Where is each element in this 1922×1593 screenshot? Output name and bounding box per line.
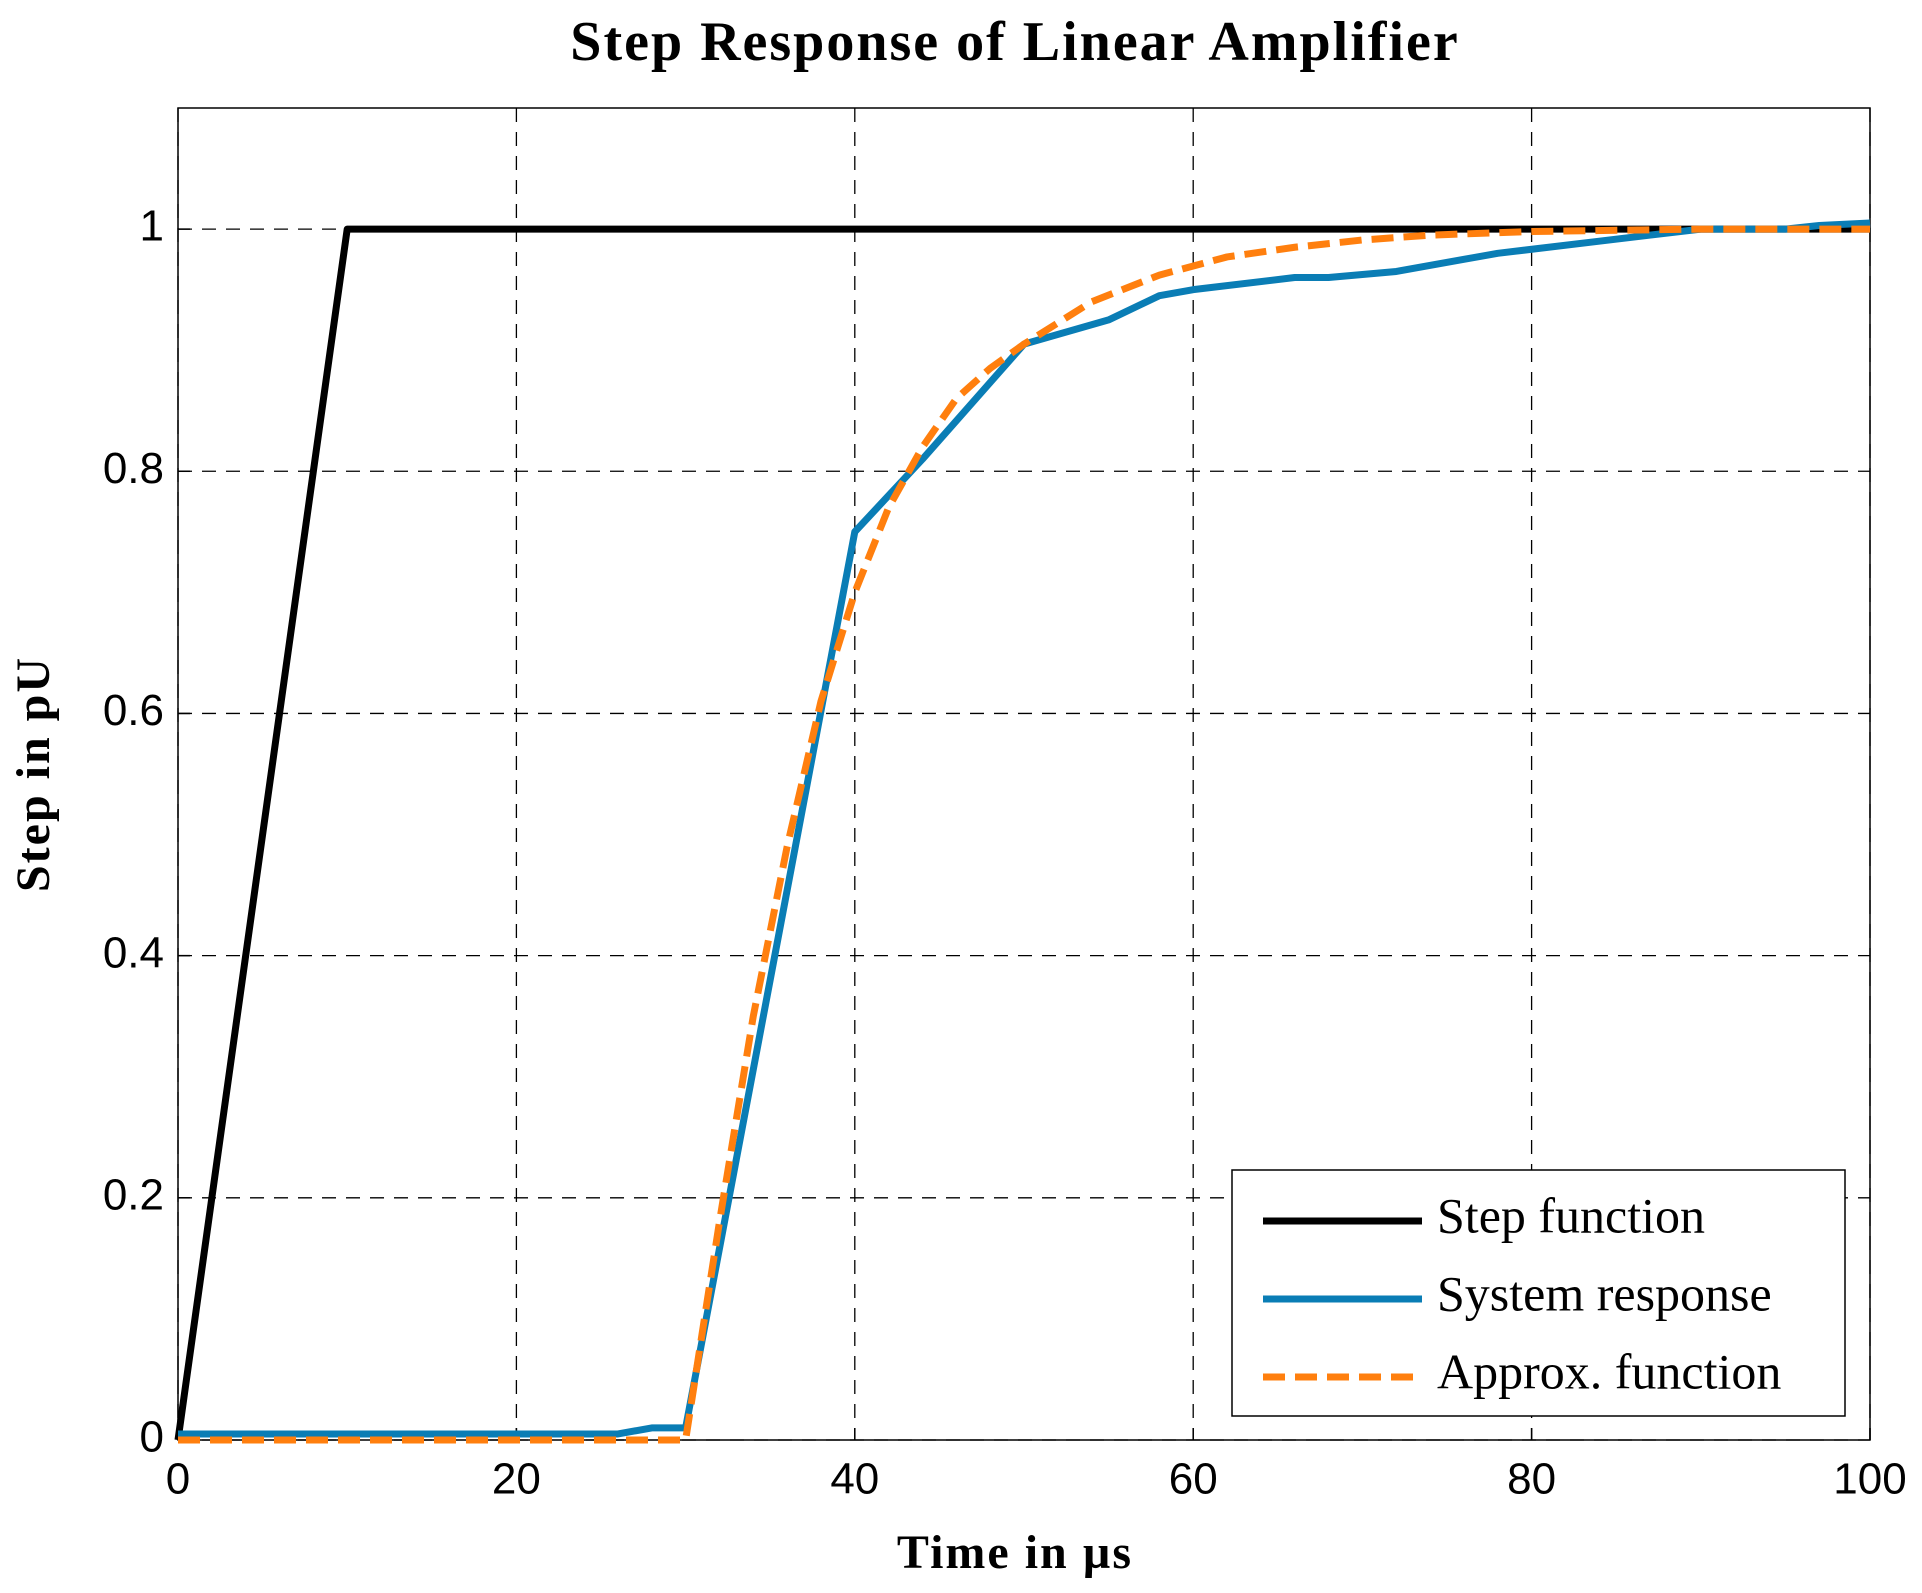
x-tick-label: 100 xyxy=(1833,1455,1906,1504)
series-line xyxy=(178,219,1871,1438)
legend-label: Approx. function xyxy=(1437,1343,1781,1399)
y-tick-label: 1 xyxy=(140,202,164,251)
series-line xyxy=(174,225,1870,1441)
x-tick-label: 40 xyxy=(830,1455,879,1504)
x-tick-label: 0 xyxy=(166,1455,190,1504)
x-tick-label: 60 xyxy=(1169,1455,1218,1504)
x-axis-label: Time in µs xyxy=(897,1526,1133,1579)
y-tick-label: 0.2 xyxy=(103,1170,164,1219)
series-line xyxy=(178,225,1870,1444)
chart-title: Step Response of Linear Amplifier xyxy=(570,11,1459,73)
y-tick-label: 0.4 xyxy=(103,928,164,977)
legend-label: System response xyxy=(1437,1265,1772,1321)
y-tick-label: 0.8 xyxy=(103,444,164,493)
y-axis-label: Step in pU xyxy=(7,656,60,892)
x-tick-label: 20 xyxy=(492,1455,541,1504)
legend-label: Step function xyxy=(1437,1187,1705,1243)
legend: Step function System response Approx. func… xyxy=(1231,1169,1846,1417)
y-tick-label: 0.6 xyxy=(103,686,164,735)
axes-frame xyxy=(177,107,1871,1441)
y-tick-label: 0 xyxy=(140,1413,164,1462)
x-tick-label: 80 xyxy=(1507,1455,1556,1504)
